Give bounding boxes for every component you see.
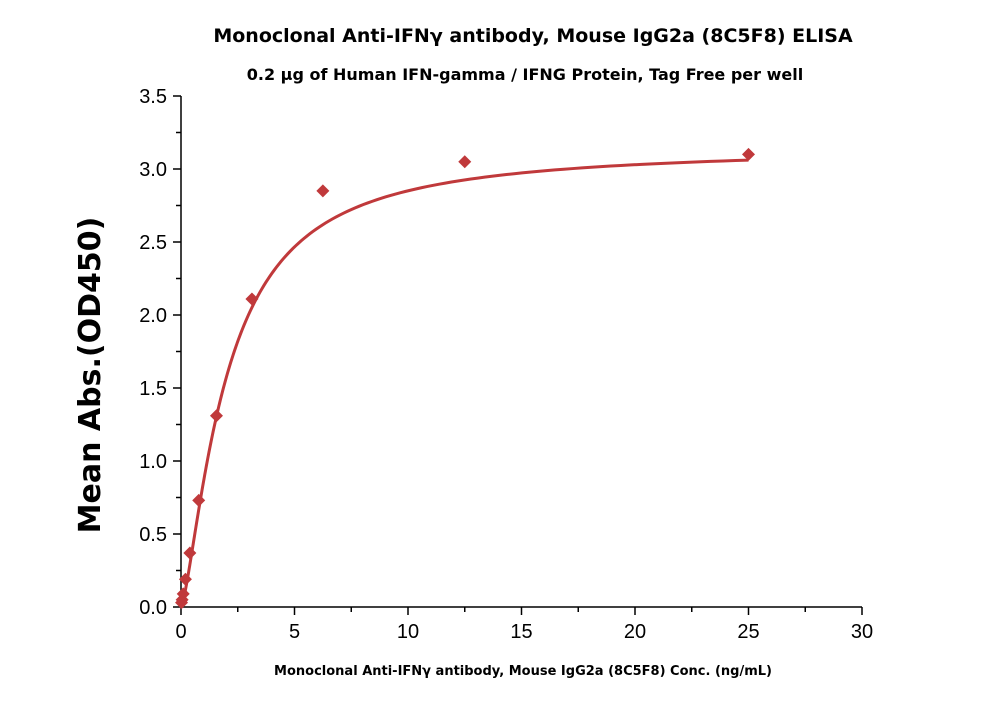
y-tick-label: 1.0	[139, 451, 167, 473]
y-tick-label: 2.0	[139, 305, 167, 327]
data-point	[209, 409, 223, 423]
y-tick-label: 3.5	[139, 86, 167, 108]
data-point	[316, 184, 330, 198]
data-point	[176, 587, 190, 601]
y-tick-label: 0.0	[139, 597, 167, 619]
data-point	[458, 155, 472, 169]
chart-subtitle: 0.2 μg of Human IFN-gamma / IFNG Protein…	[247, 65, 803, 84]
y-tick-label: 1.5	[139, 378, 167, 400]
x-tick-label: 25	[737, 621, 759, 643]
data-points	[175, 147, 755, 610]
y-axis-label: Mean Abs.(OD450)	[73, 217, 108, 534]
data-point	[742, 147, 755, 161]
y-tick-label: 0.5	[139, 524, 167, 546]
y-ticks: 0.0 0.5 1.0 1.5 2.0 2.5 3.0 3.5	[139, 86, 181, 619]
fit-curve	[180, 158, 749, 607]
x-tick-label: 10	[397, 621, 419, 643]
x-axis-label: Monoclonal Anti-IFNγ antibody, Mouse IgG…	[274, 664, 772, 679]
chart-title: Monoclonal Anti-IFNγ antibody, Mouse IgG…	[213, 25, 853, 47]
x-tick-label: 0	[175, 621, 186, 643]
x-ticks: 0 5 10 15 20 25 30	[175, 607, 873, 643]
y-tick-label: 3.0	[139, 159, 167, 181]
x-tick-label: 5	[289, 621, 300, 643]
x-tick-label: 30	[851, 621, 873, 643]
data-point	[178, 572, 192, 586]
x-tick-label: 20	[624, 621, 646, 643]
data-point	[192, 493, 206, 507]
data-point	[245, 292, 259, 306]
y-tick-label: 2.5	[139, 232, 167, 254]
data-point	[183, 546, 197, 560]
x-tick-label: 15	[510, 621, 532, 643]
